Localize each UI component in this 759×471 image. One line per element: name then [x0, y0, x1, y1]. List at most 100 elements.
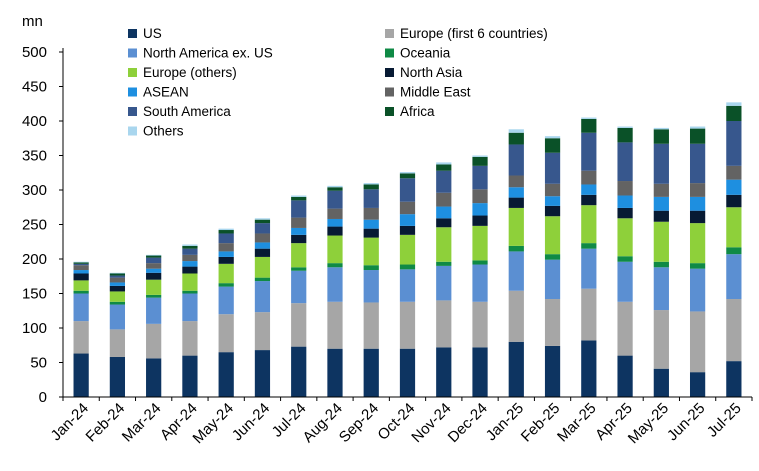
y-tick-label: 50 — [30, 355, 47, 372]
bar-segment-south-america — [254, 223, 271, 234]
bar-segment-asean — [689, 196, 706, 211]
bar-segment-middle-east — [544, 183, 561, 197]
bar-segment-europe-first-6-countries — [363, 302, 379, 349]
bars — [73, 102, 742, 397]
bar-segment-asean — [399, 214, 416, 226]
bar-segment-us — [182, 355, 198, 397]
bar-segment-asean — [327, 218, 343, 227]
bar-segment-south-america — [399, 178, 416, 202]
bar-segment-oceania — [73, 290, 89, 294]
bar-segment-north-america-ex-us — [399, 269, 416, 302]
y-tick-label: 250 — [22, 217, 47, 234]
bar-segment-oceania — [617, 256, 633, 262]
x-tick-label: Sep-24 — [336, 400, 382, 446]
legend-label: Others — [143, 124, 184, 139]
x-tick-label: Jan-24 — [48, 400, 92, 444]
bar-segment-oceania — [508, 245, 524, 252]
bar-segment-north-asia — [436, 218, 452, 228]
bar-segment-north-asia — [726, 194, 742, 208]
bar-segment-north-asia — [146, 272, 162, 280]
bar-segment-asean — [146, 268, 162, 273]
bar-segment-middle-east — [436, 192, 452, 207]
legend-swatch — [128, 68, 137, 77]
bar-segment-europe-first-6-countries — [254, 312, 271, 351]
bar-segment-europe-first-6-countries — [291, 303, 307, 347]
bar-segment-europe-others — [254, 256, 271, 278]
bar-segment-us — [291, 346, 307, 397]
bar-segment-asean — [726, 179, 742, 195]
bar-segment-others — [544, 136, 561, 139]
legend-label: Oceania — [400, 46, 451, 61]
bar-segment-south-america — [327, 190, 343, 209]
bar-segment-europe-first-6-countries — [689, 311, 706, 373]
bar-segment-others — [726, 102, 742, 106]
bar-segment-north-america-ex-us — [327, 267, 343, 302]
bar-segment-europe-first-6-countries — [399, 301, 416, 349]
bar-segment-us — [399, 348, 416, 397]
x-tick-label: May-24 — [190, 400, 237, 447]
bar-segment-middle-east — [146, 263, 162, 269]
bar-segment-africa — [617, 127, 633, 143]
bar-segment-middle-east — [218, 243, 234, 252]
bar-segment-oceania — [581, 243, 597, 249]
bar-segment-europe-first-6-countries — [726, 299, 742, 362]
bar-segment-south-america — [472, 165, 488, 190]
bar-segment-asean — [653, 196, 669, 211]
bar-segment-europe-first-6-countries — [653, 310, 669, 369]
bar-segment-north-america-ex-us — [254, 281, 271, 313]
bar-segment-europe-others — [363, 237, 379, 266]
bar-segment-south-america — [726, 121, 742, 166]
bar-segment-europe-first-6-countries — [436, 300, 452, 348]
bar-segment-us — [689, 372, 706, 397]
bar-segment-north-asia — [472, 215, 488, 226]
y-tick-label: 150 — [22, 286, 47, 303]
bar-segment-oceania — [182, 290, 198, 294]
legend-swatch — [385, 107, 394, 116]
bar-segment-north-asia — [581, 194, 597, 206]
bar-segment-europe-first-6-countries — [109, 329, 126, 357]
legend-swatch — [385, 87, 394, 97]
bar-segment-others — [508, 129, 524, 133]
legend-swatch — [128, 48, 137, 58]
bar-segment-north-asia — [254, 248, 271, 257]
bar-segment-others — [617, 126, 633, 128]
bar-segment-oceania — [726, 247, 742, 255]
legend-swatch — [128, 87, 137, 97]
y-tick-label: 500 — [22, 44, 47, 61]
bar-segment-europe-others — [109, 291, 126, 302]
legend-swatch — [385, 48, 394, 58]
bar-segment-oceania — [327, 263, 343, 268]
bar-segment-africa — [363, 184, 379, 190]
bar-segment-others — [182, 244, 198, 246]
bar-segment-north-asia — [653, 210, 669, 222]
bar-segment-middle-east — [291, 217, 307, 228]
bar-segment-south-america — [508, 144, 524, 176]
bar-segment-south-america — [544, 152, 561, 184]
bar-segment-south-america — [182, 248, 198, 255]
bar-segment-oceania — [689, 263, 706, 269]
bar-segment-middle-east — [254, 233, 271, 243]
x-tick-label: Feb-24 — [83, 400, 129, 446]
bar-segment-north-asia — [617, 207, 633, 219]
x-tick-label: Jun-25 — [664, 400, 708, 444]
bar-segment-south-america — [109, 275, 126, 278]
bar-segment-north-america-ex-us — [146, 297, 162, 324]
bar-segment-us — [472, 347, 488, 397]
bar-segment-north-america-ex-us — [182, 293, 198, 322]
y-tick-label: 450 — [22, 79, 47, 96]
bar-segment-us — [109, 356, 126, 397]
legend-label: ASEAN — [143, 85, 189, 100]
bar-segment-europe-first-6-countries — [327, 301, 343, 349]
bar-segment-africa — [327, 187, 343, 191]
bar-segment-north-america-ex-us — [291, 270, 307, 304]
bar-segment-europe-others — [182, 273, 198, 291]
legend-swatch — [385, 68, 394, 77]
bar-segment-africa — [254, 219, 271, 224]
bar-segment-oceania — [218, 283, 234, 287]
y-tick-label: 100 — [22, 320, 47, 337]
bar-segment-north-asia — [327, 226, 343, 236]
bar-segment-middle-east — [689, 183, 706, 197]
bar-segment-africa — [218, 230, 234, 234]
x-tick-label: Mar-24 — [119, 400, 165, 446]
bar-segment-europe-first-6-countries — [508, 290, 524, 342]
